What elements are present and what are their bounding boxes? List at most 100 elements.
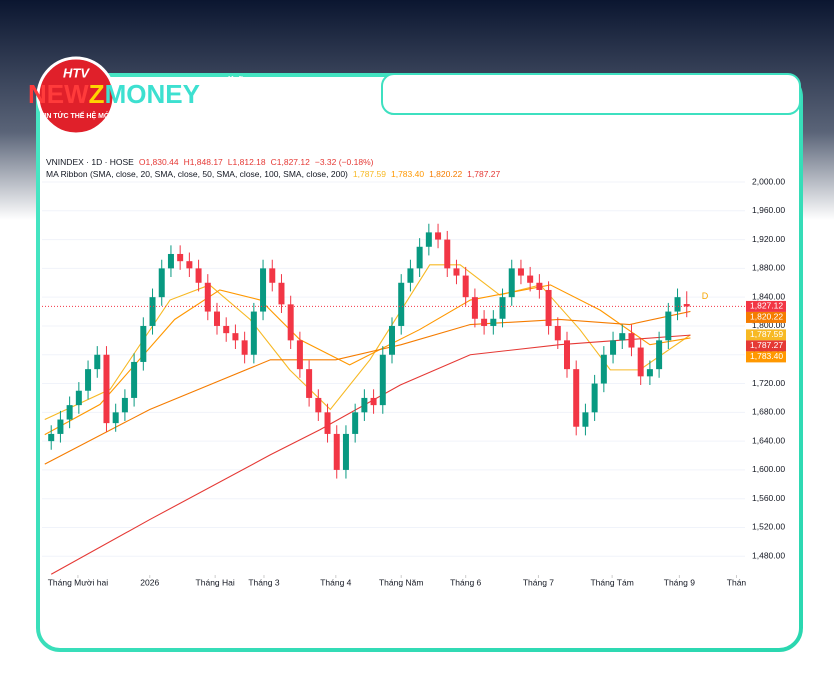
candle-body [656, 340, 663, 370]
price-tag [746, 351, 786, 363]
x-tick-label: Tháng 4 [320, 577, 351, 587]
candle-body [112, 412, 119, 424]
candle-body [573, 369, 580, 427]
ribbon-value: 1,787.59 [353, 169, 386, 179]
candle-body [186, 261, 193, 269]
ribbon-label: MA Ribbon (SMA, close, 20, SMA, close, 5… [46, 169, 348, 179]
candle-body [527, 275, 534, 283]
symbol: VNINDEX · 1D · HOSE [46, 157, 134, 167]
y-tick-label: 1,520.00 [752, 522, 785, 532]
logo-tagline: TIN TỨC THẾ HỆ MỚI [40, 110, 112, 120]
ribbon-legend: MA Ribbon (SMA, close, 20, SMA, close, 5… [46, 169, 501, 179]
plot [42, 181, 745, 575]
candle-body [296, 340, 303, 370]
candle-body [121, 397, 128, 413]
x-tick-label: Tháng 6 [450, 577, 481, 587]
open: O1,830.44 [139, 157, 179, 167]
candle-body [379, 354, 386, 406]
price-tag-label: 1,827.12 [750, 301, 783, 311]
candle-body [665, 311, 672, 341]
y-tick-label: 1,560.00 [752, 493, 785, 503]
candle-body [250, 311, 257, 355]
candle-body [342, 433, 349, 470]
candle-body [315, 397, 322, 413]
y-tick-label: 1,840.00 [752, 291, 785, 301]
candle-body [269, 268, 276, 283]
candle-body [232, 333, 239, 341]
x-tick-label: Tháng Mười hai [48, 577, 109, 587]
candle-body [416, 246, 423, 269]
candle-body [499, 297, 506, 319]
marker: D [702, 291, 709, 301]
candle-body [435, 232, 442, 240]
candle-body [628, 333, 635, 348]
candle-body [674, 297, 681, 312]
x-tick-label: Tháng 9 [664, 577, 695, 587]
candle-body [481, 318, 488, 326]
y-tick-label: 1,720.00 [752, 378, 785, 388]
ma-line [50, 334, 691, 575]
candle-body [241, 340, 248, 355]
price-tag-label: 1,783.40 [750, 351, 783, 361]
low: L1,812.18 [228, 157, 266, 167]
candle-body [398, 282, 405, 326]
price-tag-label: 1,820.22 [750, 312, 783, 322]
candle-body [600, 354, 607, 384]
y-tick-label: 2,000.00 [752, 176, 785, 186]
ohlc-header: VNINDEX · 1D · HOSE O1,830.44 H1,848.17 L1,… [46, 157, 374, 167]
candle-body [407, 268, 414, 283]
price-tag-label: 1,787.27 [750, 340, 783, 350]
candle-body [389, 325, 395, 355]
candle-body [517, 268, 524, 276]
y-tick-label: 1,640.00 [752, 435, 785, 445]
candle-body [453, 268, 460, 276]
price-tag [746, 311, 786, 323]
candle-body [425, 232, 432, 247]
candle-body [683, 304, 690, 307]
x-tick-label: Thán [727, 577, 747, 587]
candle-body [508, 268, 515, 298]
candle-body [223, 325, 230, 334]
y-tick-label: 1,680.00 [752, 407, 785, 417]
logo-name: NEWZMONEY [28, 79, 200, 109]
top-box [381, 73, 801, 115]
logo-b: Z [89, 79, 105, 109]
candle-body [75, 390, 82, 406]
price-tag [746, 300, 786, 312]
ma-line [44, 310, 691, 465]
price-tag [746, 329, 786, 341]
candle-body [94, 354, 101, 370]
candle-body [85, 369, 92, 391]
candle-body [260, 268, 267, 312]
candle-body [306, 369, 313, 398]
candle-body [287, 304, 294, 341]
candle-body [471, 297, 478, 319]
candle-body [66, 405, 73, 420]
candle-body [490, 318, 497, 326]
x-tick-label: Tháng Năm [379, 577, 423, 587]
logo-circle [36, 56, 116, 136]
y-tick-label: 1,880.00 [752, 263, 785, 273]
candle-body [195, 268, 202, 283]
candle-body [591, 383, 598, 413]
candle-body [545, 289, 552, 326]
candle-body [214, 311, 220, 326]
candle-body [103, 354, 110, 424]
y-tick-label: 1,480.00 [752, 551, 785, 561]
y-tick-label: 1,920.00 [752, 234, 785, 244]
ribbon-value: 1,783.40 [391, 169, 424, 179]
logo-partner: Kafi [228, 75, 243, 84]
candle-body [131, 361, 138, 398]
candle-body [177, 253, 184, 262]
candle-body [536, 282, 543, 290]
logo-c: MONEY [105, 79, 200, 109]
candle-body [278, 282, 285, 305]
change: −3.32 (−0.18%) [315, 157, 374, 167]
candle-body [637, 347, 644, 377]
ribbon-value: 1,820.22 [429, 169, 462, 179]
price-tag-label: 1,787.59 [750, 329, 783, 339]
high: H1,848.17 [184, 157, 223, 167]
x-tick-label: Tháng 7 [523, 577, 554, 587]
x-tick-label: Tháng Hai [196, 577, 235, 587]
